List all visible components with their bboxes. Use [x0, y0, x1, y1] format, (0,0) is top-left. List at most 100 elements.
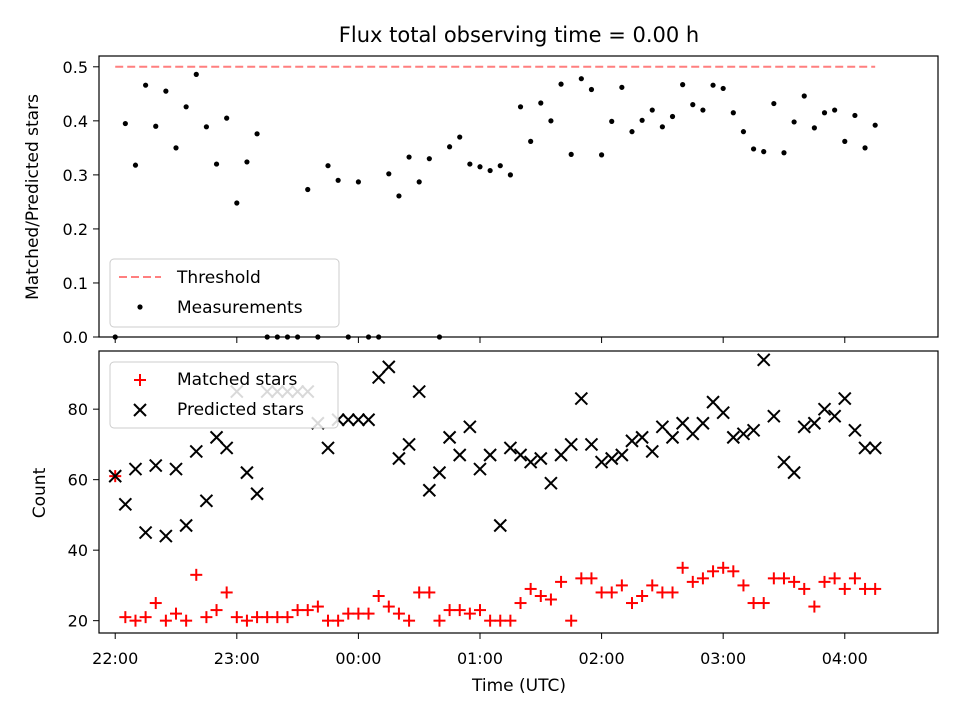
matched-point	[463, 607, 476, 620]
measurement-point	[811, 125, 817, 131]
matched-points	[109, 470, 882, 627]
top-y-axis-label: Matched/Predicted stars	[23, 94, 43, 300]
matched-point	[210, 604, 223, 617]
bottom-x-ticks: 22:00 23:00 00:00 01:00 02:00 03:00 04:00	[92, 633, 868, 668]
predicted-point	[453, 448, 467, 462]
matched-point	[119, 611, 132, 624]
top-legend-box	[109, 258, 340, 328]
measurement-point	[446, 144, 453, 150]
matched-point	[413, 586, 426, 599]
matched-point	[605, 586, 618, 599]
predicted-point	[534, 451, 548, 466]
predicted-point	[787, 465, 801, 480]
predicted-point	[392, 451, 406, 466]
matched-point	[170, 607, 183, 620]
matched-point	[473, 604, 486, 617]
matched-point	[575, 572, 588, 585]
matched-point	[757, 597, 770, 610]
x-tick-label: 23:00	[214, 649, 260, 668]
predicted-point	[493, 518, 507, 533]
measurement-point	[345, 334, 351, 340]
top-y-ticks: 0.0 0.1 0.2 0.3 0.4 0.5	[63, 58, 99, 347]
matched-point	[656, 586, 669, 599]
matched-point	[747, 597, 760, 610]
matched-point	[808, 600, 821, 613]
predicted-point	[513, 448, 528, 462]
top-legend: Threshold Measurements	[109, 258, 340, 328]
bottom-y-tick-label: 80	[68, 400, 88, 419]
predicted-point	[250, 487, 264, 501]
measurement-point	[203, 124, 210, 130]
matched-point	[686, 575, 699, 588]
top-y-tick-label: 0.1	[63, 274, 88, 293]
measurement-point	[700, 107, 706, 113]
measurement-point	[791, 119, 797, 125]
threshold-legend-label: Threshold	[176, 268, 261, 288]
matched-point	[291, 604, 304, 617]
predicted-point	[402, 437, 416, 452]
predicted-points	[108, 353, 882, 543]
bottom-y-axis-label: Count	[30, 467, 50, 518]
matched-point	[524, 582, 537, 595]
matched-point	[707, 565, 720, 578]
predicted-point	[726, 430, 741, 445]
measurement-point	[335, 177, 341, 183]
measurement-point	[528, 138, 534, 144]
measurement-point	[852, 112, 858, 119]
measurement-point	[213, 161, 220, 167]
matched-point	[869, 582, 882, 595]
measurement-point	[720, 85, 726, 92]
predicted-point	[574, 391, 589, 406]
measurement-point	[112, 334, 118, 340]
x-tick-label: 00:00	[335, 649, 381, 668]
matched-point	[251, 611, 264, 624]
matched-point	[555, 575, 568, 588]
matched-point	[798, 582, 811, 595]
matched-point	[240, 614, 253, 627]
predicted-point	[341, 413, 355, 427]
predicted-point	[422, 483, 437, 497]
matched-point	[342, 607, 355, 620]
predicted-point	[149, 458, 163, 473]
matched-point	[322, 614, 335, 627]
matched-point	[149, 597, 162, 610]
predicted-point	[817, 402, 832, 416]
predicted-point	[463, 420, 477, 434]
predicted-point	[108, 469, 122, 483]
x-tick-label: 22:00	[92, 649, 138, 668]
measurement-point	[173, 145, 179, 151]
measurement-point	[467, 161, 473, 167]
matched-point	[767, 572, 780, 585]
top-y-tick-label: 0.2	[63, 220, 88, 239]
measurement-point	[122, 120, 128, 127]
measurement-point	[730, 110, 736, 116]
top-y-tick-label: 0.5	[63, 58, 88, 77]
matched-point	[828, 572, 841, 585]
matched-point	[818, 575, 831, 588]
measurement-point	[274, 334, 280, 340]
measurement-point	[669, 113, 676, 120]
measurement-point	[436, 334, 443, 340]
measurement-point	[254, 131, 260, 137]
predicted-point	[189, 444, 203, 459]
matched-point	[261, 611, 274, 624]
predicted-legend-swatch	[133, 403, 147, 417]
predicted-point	[544, 476, 558, 490]
matched-point	[777, 572, 790, 585]
measurements-legend-label: Measurements	[177, 298, 303, 318]
predicted-point	[564, 437, 578, 452]
measurement-point	[761, 149, 767, 155]
bottom-y-tick-label: 60	[68, 471, 88, 490]
matched-point	[423, 586, 436, 599]
measurement-point	[355, 179, 362, 185]
matched-point	[494, 614, 507, 627]
measurement-point	[750, 146, 757, 152]
predicted-point	[838, 391, 852, 406]
predicted-point	[777, 455, 791, 469]
predicted-point	[219, 441, 234, 455]
predicted-point	[361, 413, 376, 427]
measurement-point	[619, 84, 625, 90]
measurement-point	[680, 82, 686, 88]
